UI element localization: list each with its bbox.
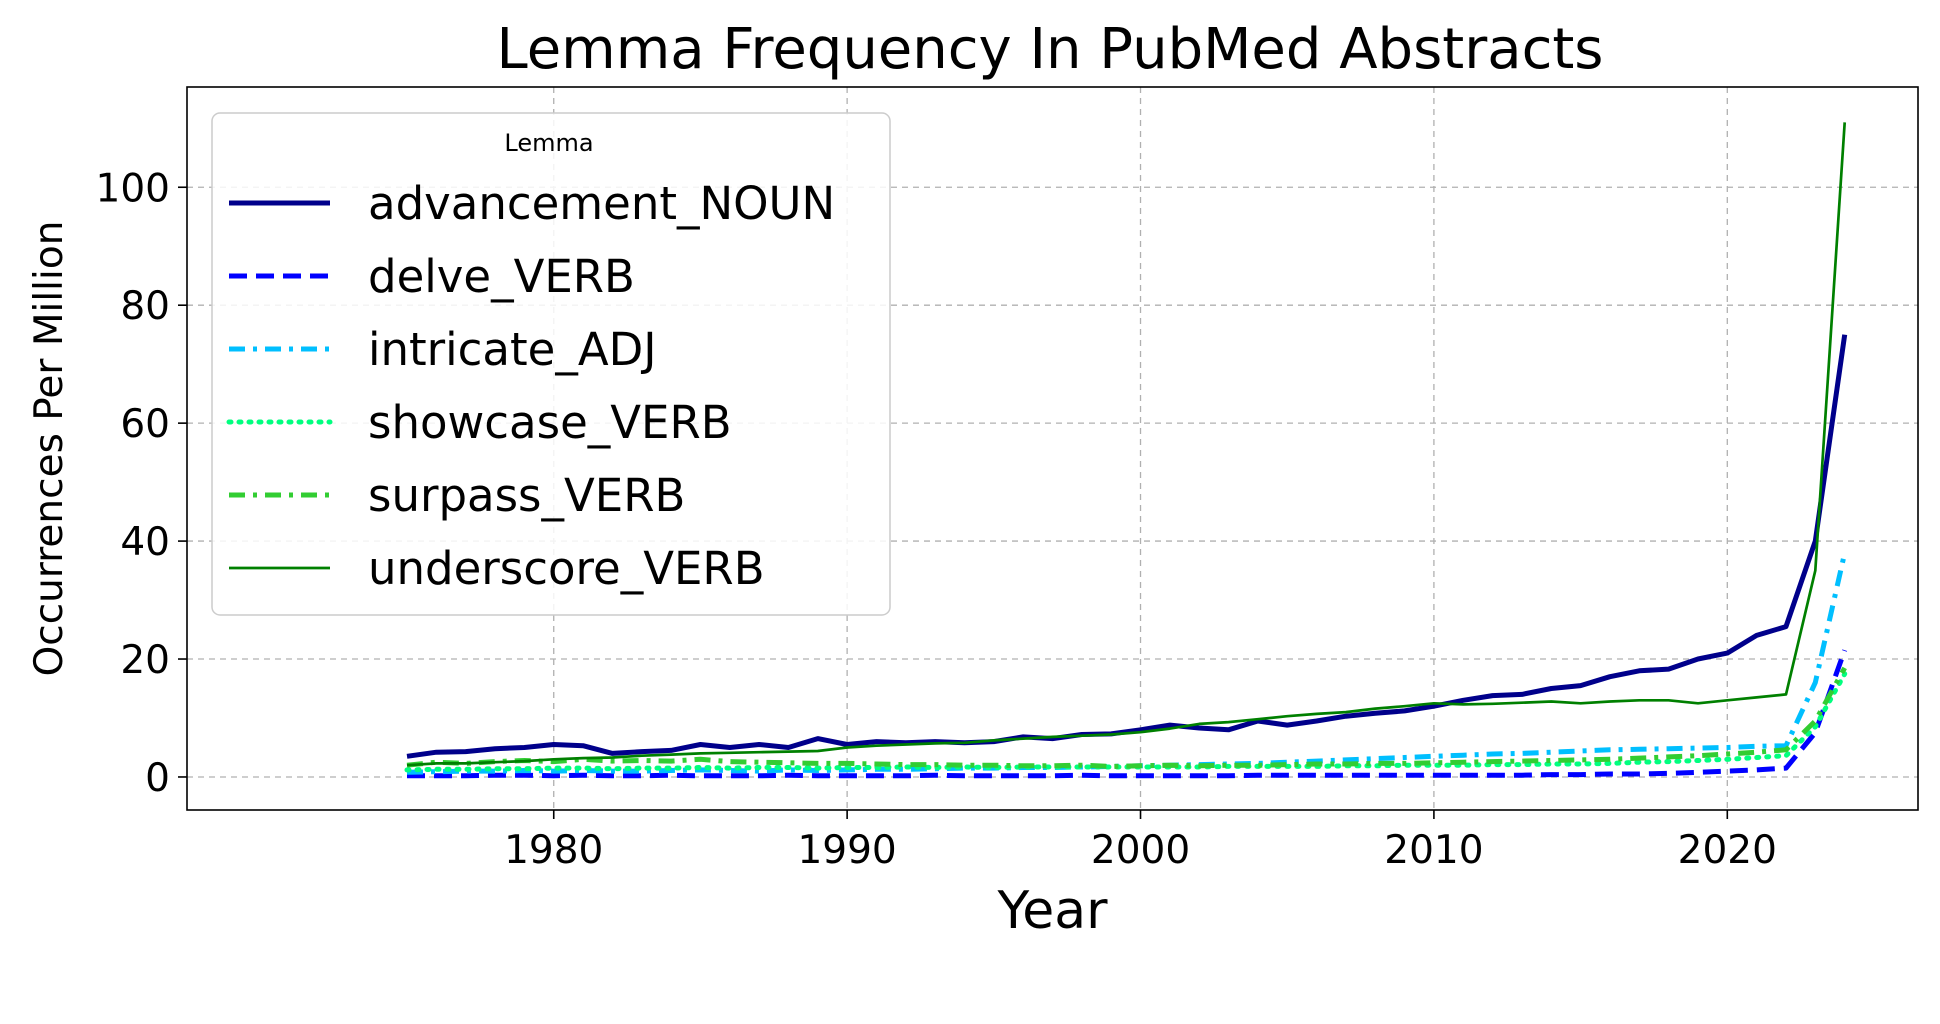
legend-label: surpass_VERB bbox=[368, 469, 685, 522]
x-tick-label: 2010 bbox=[1384, 828, 1483, 873]
series-line-showcase-verb bbox=[404, 671, 1848, 773]
x-tick-label: 1990 bbox=[797, 828, 896, 873]
series-line-delve-verb bbox=[407, 649, 1848, 779]
series-line-advancement-noun bbox=[406, 334, 1848, 759]
y-axis-label: Occurrences Per Million bbox=[27, 221, 72, 677]
legend-label: intricate_ADJ bbox=[368, 323, 657, 376]
series-line-intricate-adj bbox=[406, 552, 1848, 775]
y-tick-label: 20 bbox=[120, 638, 170, 683]
chart-title: Lemma Frequency In PubMed Abstracts bbox=[497, 17, 1604, 82]
legend-label: advancement_NOUN bbox=[368, 177, 835, 230]
plot-area-frame bbox=[186, 86, 1919, 811]
legend: Lemma advancement_NOUN delve_VERB intricat… bbox=[211, 112, 891, 616]
legend-title: Lemma bbox=[504, 129, 593, 157]
plot-series bbox=[404, 122, 1848, 779]
legend-box bbox=[211, 112, 891, 616]
legend-label: underscore_VERB bbox=[368, 542, 765, 595]
x-axis-label: Year bbox=[996, 881, 1108, 941]
axis-ticks: 1980 1990 2000 2010 2020 0 20 40 60 80 100 bbox=[96, 166, 1777, 873]
y-tick-label: 40 bbox=[120, 520, 170, 565]
legend-label: delve_VERB bbox=[368, 250, 635, 303]
series-line-underscore-verb bbox=[406, 122, 1847, 767]
x-tick-label: 2000 bbox=[1091, 828, 1190, 873]
series-line-surpass-verb bbox=[406, 666, 1847, 769]
y-tick-label: 80 bbox=[120, 284, 170, 329]
x-tick-label: 2020 bbox=[1678, 828, 1777, 873]
legend-label: showcase_VERB bbox=[368, 396, 732, 449]
y-tick-label: 60 bbox=[120, 402, 170, 447]
x-tick-label: 1980 bbox=[504, 828, 603, 873]
legend-items: advancement_NOUN delve_VERB intricate_ADJs… bbox=[226, 177, 835, 595]
y-tick-label: 100 bbox=[96, 166, 170, 211]
y-tick-label: 0 bbox=[145, 756, 170, 801]
